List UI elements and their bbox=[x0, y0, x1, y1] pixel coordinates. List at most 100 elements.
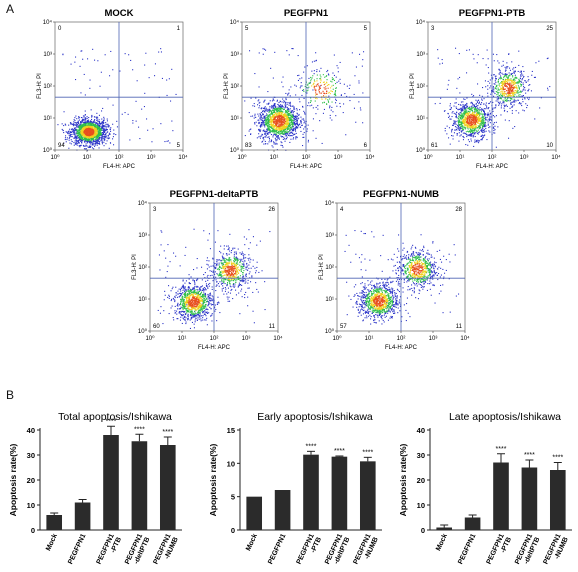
flow-event-dot bbox=[465, 109, 467, 111]
flow-event-dot bbox=[272, 106, 274, 108]
flow-event-dot bbox=[492, 127, 494, 129]
flow-event-dot bbox=[83, 148, 85, 150]
flow-event-dot bbox=[99, 132, 101, 134]
flow-event-dot bbox=[493, 132, 495, 134]
flow-event-dot bbox=[463, 122, 465, 124]
flow-event-dot bbox=[92, 133, 94, 135]
flow-event-dot bbox=[281, 132, 283, 134]
flow-event-dot bbox=[283, 128, 285, 130]
flow-event-dot bbox=[90, 122, 92, 124]
flow-event-dot bbox=[167, 244, 169, 246]
flow-event-dot bbox=[92, 138, 94, 140]
flow-event-dot bbox=[274, 128, 276, 130]
flow-event-dot bbox=[80, 121, 82, 123]
flow-event-dot bbox=[107, 123, 109, 125]
flow-event-dot bbox=[269, 121, 271, 123]
flow-event-dot bbox=[506, 81, 508, 83]
flow-event-dot bbox=[273, 120, 275, 122]
flow-event-dot bbox=[484, 113, 486, 115]
flow-event-dot bbox=[511, 112, 513, 114]
flow-event-dot bbox=[282, 130, 284, 132]
flow-event-dot bbox=[362, 59, 364, 61]
flow-event-dot bbox=[281, 130, 283, 132]
y-tick-label: 10³ bbox=[43, 52, 52, 58]
flow-event-dot bbox=[90, 137, 92, 139]
flow-event-dot bbox=[81, 141, 83, 143]
flow-event-dot bbox=[461, 116, 463, 118]
flow-event-dot bbox=[506, 73, 508, 75]
flow-event-dot bbox=[307, 141, 309, 143]
flow-event-dot bbox=[444, 127, 446, 129]
flow-event-dot bbox=[486, 113, 488, 115]
flow-event-dot bbox=[101, 133, 103, 135]
flow-event-dot bbox=[98, 143, 100, 145]
flow-event-dot bbox=[270, 134, 272, 136]
flow-event-dot bbox=[535, 62, 537, 64]
flow-event-dot bbox=[505, 85, 507, 87]
flow-event-dot bbox=[507, 95, 509, 97]
flow-event-dot bbox=[276, 133, 278, 135]
flow-event-dot bbox=[470, 118, 472, 120]
flow-event-dot bbox=[107, 126, 109, 128]
flow-event-dot bbox=[295, 123, 297, 125]
flow-event-dot bbox=[287, 118, 289, 120]
flow-event-dot bbox=[104, 135, 106, 137]
flow-event-dot bbox=[94, 145, 96, 147]
flow-event-dot bbox=[259, 137, 261, 139]
flow-event-dot bbox=[75, 127, 77, 129]
flow-event-dot bbox=[539, 107, 541, 109]
flow-event-dot bbox=[453, 123, 455, 125]
flow-event-dot bbox=[337, 71, 339, 73]
flow-event-dot bbox=[331, 77, 333, 79]
flow-event-dot bbox=[81, 50, 83, 52]
flow-event-dot bbox=[249, 242, 251, 244]
flow-event-dot bbox=[494, 116, 496, 118]
flow-event-dot bbox=[483, 103, 485, 105]
flow-event-dot bbox=[66, 131, 68, 133]
flow-event-dot bbox=[287, 94, 289, 96]
flow-event-dot bbox=[291, 125, 293, 127]
flow-event-dot bbox=[469, 122, 471, 124]
flow-event-dot bbox=[84, 110, 86, 112]
flow-event-dot bbox=[476, 139, 478, 141]
flow-event-dot bbox=[85, 127, 87, 129]
flow-event-dot bbox=[170, 100, 172, 102]
flow-event-dot bbox=[284, 126, 286, 128]
flow-event-dot bbox=[477, 119, 479, 121]
flow-event-dot bbox=[84, 125, 86, 127]
y-tick-label: 10⁰ bbox=[416, 147, 426, 154]
flow-event-dot bbox=[472, 136, 474, 138]
flow-event-dot bbox=[322, 90, 324, 92]
flow-event-dot bbox=[319, 74, 321, 76]
x-tick-label: 10³ bbox=[147, 155, 156, 161]
flow-event-dot bbox=[135, 100, 137, 102]
flow-event-dot bbox=[244, 294, 246, 296]
flow-event-dot bbox=[306, 128, 308, 130]
flow-event-dot bbox=[275, 123, 277, 125]
flow-event-dot bbox=[91, 116, 93, 118]
flow-event-dot bbox=[84, 126, 86, 128]
flow-event-dot bbox=[469, 124, 471, 126]
flow-event-dot bbox=[480, 135, 482, 137]
flow-event-dot bbox=[489, 119, 491, 121]
flow-event-dot bbox=[504, 119, 506, 121]
flow-event-dot bbox=[263, 101, 265, 103]
flow-event-dot bbox=[478, 125, 480, 127]
flow-event-dot bbox=[277, 109, 279, 111]
flow-event-dot bbox=[492, 108, 494, 110]
flow-event-dot bbox=[84, 131, 86, 133]
flow-event-dot bbox=[77, 124, 79, 126]
flow-event-dot bbox=[264, 99, 266, 101]
flow-event-dot bbox=[469, 125, 471, 127]
flow-event-dot bbox=[97, 117, 99, 119]
flow-event-dot bbox=[272, 109, 274, 111]
flow-event-dot bbox=[257, 104, 259, 106]
flow-event-dot bbox=[496, 91, 498, 93]
flow-event-dot bbox=[104, 130, 106, 132]
flow-event-dot bbox=[472, 114, 474, 116]
flow-event-dot bbox=[323, 95, 325, 97]
flow-event-dot bbox=[463, 106, 465, 108]
flow-event-dot bbox=[289, 119, 291, 121]
flow-event-dot bbox=[280, 118, 282, 120]
flow-event-dot bbox=[476, 115, 478, 117]
